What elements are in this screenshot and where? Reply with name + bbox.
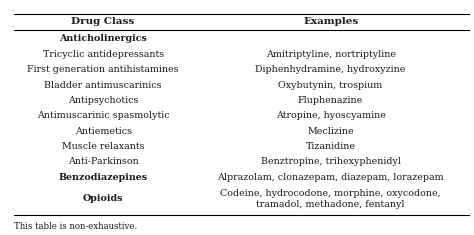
Text: Codeine, hydrocodone, morphine, oxycodone,
tramadol, methadone, fentanyl: Codeine, hydrocodone, morphine, oxycodon… [220,189,441,209]
Text: Atropine, hyoscyamine: Atropine, hyoscyamine [276,111,385,120]
Text: Benzodiazepines: Benzodiazepines [58,173,148,182]
Text: Antipsychotics: Antipsychotics [68,96,138,105]
Text: This table is non-exhaustive.: This table is non-exhaustive. [14,222,137,231]
Text: Tizanidine: Tizanidine [306,142,356,151]
Text: Alprazolam, clonazepam, diazepam, lorazepam: Alprazolam, clonazepam, diazepam, loraze… [217,173,444,182]
Text: Antiemetics: Antiemetics [74,127,132,136]
Text: Anticholinergics: Anticholinergics [59,34,147,43]
Text: Benztropine, trihexyphenidyl: Benztropine, trihexyphenidyl [261,157,401,166]
Text: Oxybutynin, trospium: Oxybutynin, trospium [279,81,383,90]
Text: Bladder antimuscarinics: Bladder antimuscarinics [45,81,162,90]
Text: Diphenhydramine, hydroxyzine: Diphenhydramine, hydroxyzine [255,65,406,74]
Text: Meclizine: Meclizine [307,127,354,136]
Text: Amitriptyline, nortriptyline: Amitriptyline, nortriptyline [265,50,396,59]
Text: Drug Class: Drug Class [72,17,135,27]
Text: First generation antihistamines: First generation antihistamines [27,65,179,74]
Text: Fluphenazine: Fluphenazine [298,96,363,105]
Text: Tricyclic antidepressants: Tricyclic antidepressants [43,50,164,59]
Text: Examples: Examples [303,17,358,27]
Text: Opioids: Opioids [83,194,123,203]
Text: Antimuscarinic spasmolytic: Antimuscarinic spasmolytic [37,111,169,120]
Text: Anti-Parkinson: Anti-Parkinson [68,157,138,166]
Text: Muscle relaxants: Muscle relaxants [62,142,145,151]
